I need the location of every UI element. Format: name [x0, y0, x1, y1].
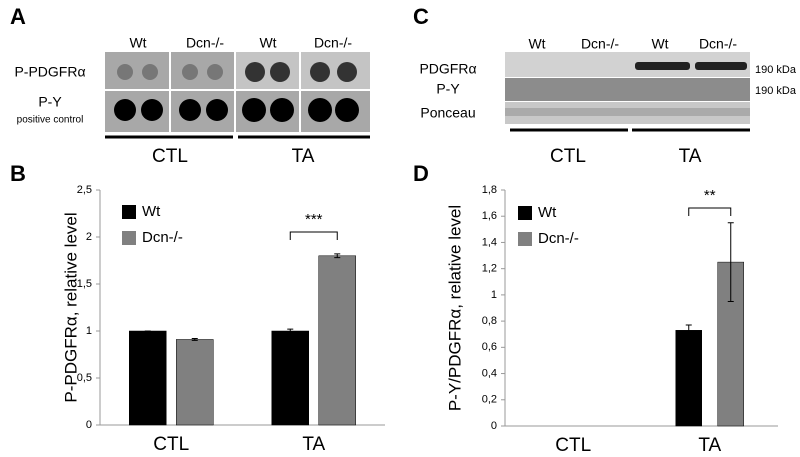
error-bar: [191, 338, 198, 341]
legend-label: Dcn-/-: [538, 230, 579, 247]
y-tick-label: 0: [86, 419, 92, 431]
column-label: Wt: [528, 36, 545, 52]
y-tick-label: 0: [491, 420, 497, 432]
column-label: Wt: [259, 35, 276, 51]
legend-swatch: [518, 232, 532, 246]
size-label: 190 kDa: [755, 64, 797, 76]
error-bar: [334, 253, 341, 259]
y-axis-label: P-Y/PDGFRα, relative level: [445, 205, 464, 411]
x-tick-label: TA: [302, 434, 325, 455]
group-label: TA: [292, 146, 315, 167]
y-tick-label: 2,5: [77, 184, 92, 196]
significance-bracket: [289, 231, 338, 240]
significance-label: **: [704, 187, 716, 204]
panel-letter: C: [413, 4, 429, 29]
group-label: CTL: [550, 146, 586, 167]
column-label: Dcn-/-: [314, 35, 352, 51]
bar: [271, 330, 309, 426]
panel-letter: D: [413, 161, 429, 186]
y-tick-label: 2: [86, 231, 92, 243]
legend-swatch: [122, 231, 136, 245]
row-label: P-Y: [436, 81, 460, 97]
group-label: CTL: [152, 146, 188, 167]
y-tick-label: 0,8: [482, 315, 497, 327]
y-tick-label: 1: [491, 289, 497, 301]
row-label: Ponceau: [420, 105, 475, 121]
y-tick-label: 0,6: [482, 341, 497, 353]
western-blot: [505, 52, 750, 132]
legend-label: Wt: [142, 203, 161, 220]
column-label: Dcn-/-: [186, 35, 224, 51]
column-label: Dcn-/-: [581, 36, 619, 52]
row-label: P-Y: [38, 94, 62, 110]
y-tick-label: 0,2: [482, 394, 497, 406]
row-note: positive control: [17, 115, 84, 126]
y-tick-label: 1,5: [77, 278, 92, 290]
panel-letter: B: [10, 161, 26, 186]
x-tick-label: CTL: [555, 435, 591, 456]
column-label: Dcn-/-: [699, 36, 737, 52]
column-label: Wt: [129, 35, 146, 51]
significance-label: ***: [305, 211, 323, 228]
size-label: 190 kDa: [755, 85, 797, 97]
panel-letter: A: [10, 4, 26, 29]
dot-blot: [105, 52, 370, 139]
significance-bracket: [688, 207, 732, 216]
column-label: Wt: [651, 36, 668, 52]
error-bar: [287, 328, 294, 334]
bar: [318, 255, 356, 426]
bar: [675, 330, 702, 427]
y-tick-label: 0,4: [482, 367, 497, 379]
x-tick-label: TA: [698, 435, 721, 456]
error-bar: [727, 222, 734, 302]
legend-swatch: [122, 205, 136, 219]
y-tick-label: 1,4: [482, 236, 497, 248]
y-axis-label: P-PDGFRα, relative level: [61, 212, 80, 402]
y-tick-label: 1,6: [482, 210, 497, 222]
error-bar: [685, 324, 692, 337]
row-label: PDGFRα: [419, 61, 476, 77]
legend-swatch: [518, 206, 532, 220]
y-tick-label: 1,2: [482, 263, 497, 275]
bar: [129, 330, 167, 426]
x-tick-label: CTL: [153, 434, 189, 455]
bar: [176, 339, 214, 426]
y-tick-label: 0,5: [77, 372, 92, 384]
group-label: TA: [679, 146, 702, 167]
y-tick-label: 1: [86, 325, 92, 337]
legend-label: Wt: [538, 204, 557, 221]
legend-label: Dcn-/-: [142, 229, 183, 246]
y-tick-label: 1,8: [482, 184, 497, 196]
row-label: P-PDGFRα: [14, 64, 85, 80]
